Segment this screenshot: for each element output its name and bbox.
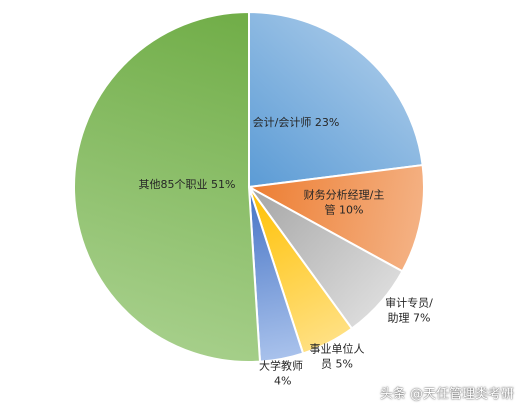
slice-label-2: 审计专员/助理 7% [385, 296, 433, 325]
pie-slice-0 [248, 10, 424, 189]
slice-label-0: 会计/会计师 23% [253, 116, 340, 129]
pie-slice-5 [73, 10, 262, 363]
slice-label-4: 大学教师 4% [259, 359, 303, 388]
slice-label-5: 其他85个职业 51% [139, 178, 236, 191]
pie-slice-1 [245, 163, 425, 273]
slice-label-1: 财务分析经理/主管 10% [304, 188, 385, 217]
slice-label-3: 事业单位人员 5% [310, 342, 365, 371]
watermark-text: 头条 @天任管理类考研 [379, 387, 514, 402]
